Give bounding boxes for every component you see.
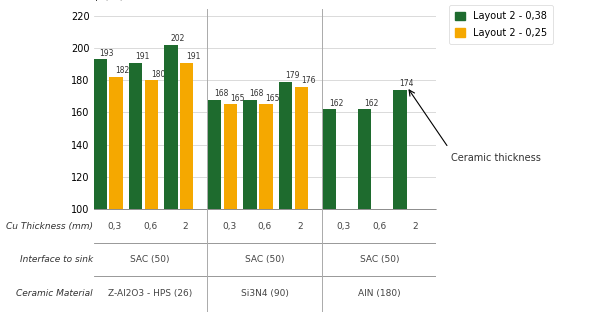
Text: Ceramic thickness: Ceramic thickness — [451, 153, 540, 163]
Text: Si3N4 (90): Si3N4 (90) — [241, 290, 289, 299]
Text: 191: 191 — [135, 52, 149, 61]
Text: 2: 2 — [183, 222, 188, 231]
Bar — [260, 105, 273, 209]
Bar — [295, 87, 308, 209]
Text: 174: 174 — [399, 79, 414, 88]
Text: Cu Thickness (mm): Cu Thickness (mm) — [6, 222, 93, 231]
Text: 0,3: 0,3 — [222, 222, 237, 231]
Text: 0,6: 0,6 — [143, 222, 157, 231]
Bar — [208, 100, 221, 209]
Bar — [164, 45, 177, 209]
Bar — [393, 90, 407, 209]
Bar — [145, 80, 158, 209]
Text: Ceramic Material: Ceramic Material — [16, 290, 93, 299]
Text: 168: 168 — [214, 89, 229, 98]
Text: 182: 182 — [116, 66, 129, 76]
Bar — [109, 77, 123, 209]
Bar — [93, 59, 106, 209]
Text: 191: 191 — [186, 52, 201, 61]
Bar — [180, 62, 194, 209]
Bar — [358, 109, 371, 209]
Text: 162: 162 — [364, 99, 379, 108]
Text: 202: 202 — [171, 34, 185, 43]
Text: 165: 165 — [230, 94, 244, 103]
Text: SAC (50): SAC (50) — [245, 255, 284, 264]
Text: 180: 180 — [151, 70, 165, 79]
Text: AlN (180): AlN (180) — [358, 290, 401, 299]
Bar — [243, 100, 257, 209]
Bar — [224, 105, 237, 209]
Text: 2: 2 — [297, 222, 303, 231]
Text: 176: 176 — [301, 76, 315, 85]
Text: 193: 193 — [99, 49, 114, 58]
Text: 2: 2 — [412, 222, 417, 231]
Text: 162: 162 — [329, 99, 343, 108]
Bar — [129, 62, 142, 209]
Text: 165: 165 — [266, 94, 280, 103]
Text: Z-Al2O3 - HPS (26): Z-Al2O3 - HPS (26) — [108, 290, 192, 299]
Text: 179: 179 — [285, 71, 299, 80]
Bar — [279, 82, 292, 209]
Text: SAC (50): SAC (50) — [359, 255, 399, 264]
Text: 0,3: 0,3 — [337, 222, 351, 231]
Text: Interface to sink: Interface to sink — [20, 255, 93, 264]
Text: Max. Temp (°C): Max. Temp (°C) — [50, 0, 124, 1]
Text: 0,3: 0,3 — [108, 222, 122, 231]
Bar — [322, 109, 336, 209]
Text: 0,6: 0,6 — [258, 222, 272, 231]
Text: SAC (50): SAC (50) — [130, 255, 170, 264]
Text: 0,6: 0,6 — [372, 222, 387, 231]
Text: 168: 168 — [250, 89, 264, 98]
Legend: Layout 2 - 0,38, Layout 2 - 0,25: Layout 2 - 0,38, Layout 2 - 0,25 — [450, 5, 552, 44]
